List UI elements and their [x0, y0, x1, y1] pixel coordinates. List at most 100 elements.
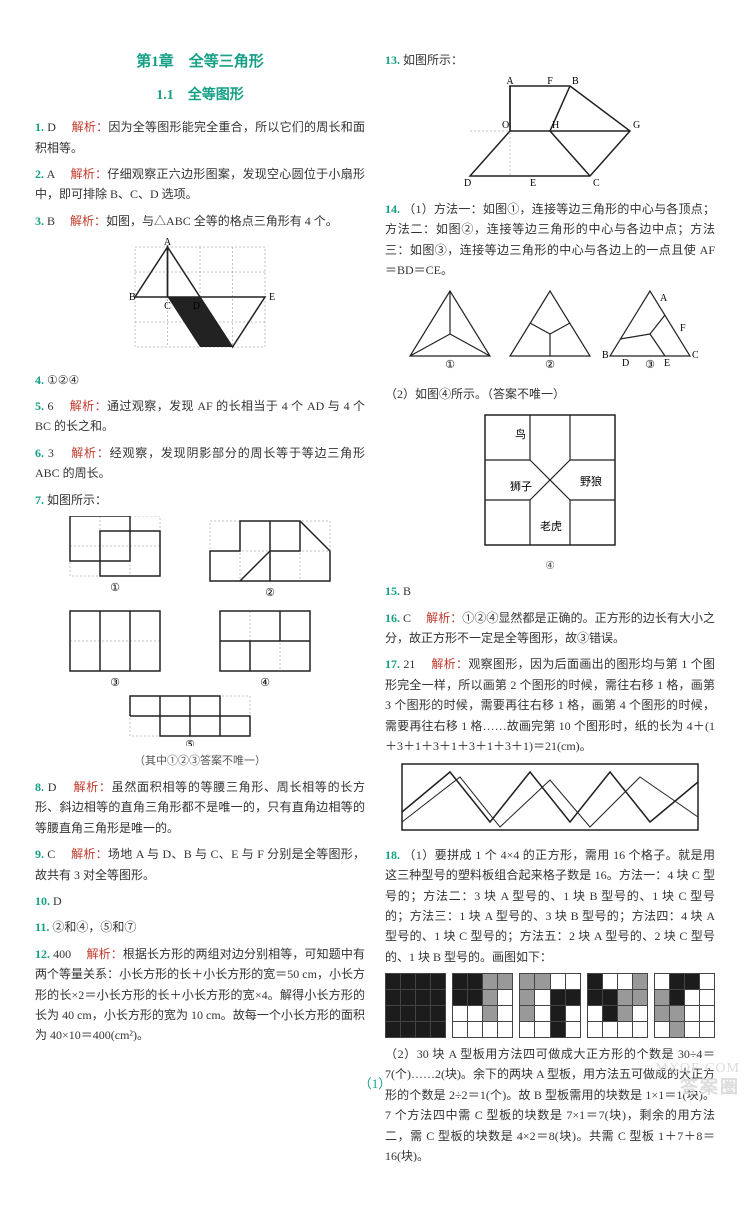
svg-text:A: A: [660, 293, 668, 304]
q1: 1. D 解析：因为全等图形能完全重合，所以它们的周长和面积相等。: [35, 117, 365, 158]
svg-text:②: ②: [545, 359, 555, 371]
q17: 17. 21 解析：观察图形，因为后面画出的图形均与第 1 个图形完全一样，所以…: [385, 654, 715, 756]
label: 解析：: [86, 947, 122, 961]
text: （1）要拼成 1 个 4×4 的正方形，需用 16 个格子。就是用这三种型号的塑…: [385, 848, 715, 964]
text: 如图所示：: [403, 53, 463, 67]
svg-text:⑤: ⑤: [185, 739, 195, 746]
svg-text:G: G: [633, 120, 640, 131]
answer: 6: [47, 399, 53, 413]
q3: 3. B 解析：如图，与△ABC 全等的格点三角形有 4 个。: [35, 211, 365, 231]
svg-text:E: E: [269, 292, 275, 303]
label: 解析：: [70, 214, 106, 228]
answer: ②和④，⑤和⑦: [52, 920, 136, 934]
watermark-main: 答案圈: [680, 1072, 740, 1103]
svg-text:F: F: [680, 323, 686, 334]
q10: 10. D: [35, 891, 365, 911]
text: 观察图形，因为后面画出的图形均与第 1 个图形完全一样，所以画第 2 个图形的时…: [385, 657, 715, 753]
q8: 8. D 解析：虽然面积相等的等腰三角形、周长相等的长方形、斜边相等的直角三角形…: [35, 777, 365, 838]
q7-figures: ① ② ③: [35, 516, 365, 771]
svg-text:狮子: 狮子: [510, 480, 532, 493]
q11: 11. ②和④，⑤和⑦: [35, 917, 365, 937]
svg-text:③: ③: [645, 359, 655, 371]
label: 解析：: [71, 167, 108, 181]
q2: 2. A 解析：仔细观察正六边形图案，发现空心圆位于小扇形中，即可排除 B、C、…: [35, 164, 365, 205]
qnum: 4.: [35, 373, 44, 387]
answer: 400: [53, 947, 71, 961]
svg-text:④: ④: [260, 677, 270, 689]
q14-triangles: ① ② AF BD CE ③: [385, 286, 715, 377]
svg-text:H: H: [552, 120, 559, 131]
answer: D: [53, 894, 62, 908]
qnum: 6.: [35, 446, 44, 460]
q18: 18. （1）要拼成 1 个 4×4 的正方形，需用 16 个格子。就是用这三种…: [385, 845, 715, 967]
answer: A: [47, 167, 55, 181]
q13-figure: A F B G O H C D E: [385, 76, 715, 192]
svg-text:老虎: 老虎: [540, 520, 562, 533]
q14-fig4: 鸟 狮子 野狼 老虎 ④: [385, 410, 715, 575]
text: （2）如图④所示。（答案不唯一）: [385, 387, 565, 401]
qnum: 11.: [35, 920, 49, 934]
qnum: 17.: [385, 657, 400, 671]
qnum: 13.: [385, 53, 400, 67]
q15: 15. B: [385, 581, 715, 601]
answer: ①②④: [47, 373, 79, 387]
svg-text:野狼: 野狼: [580, 474, 602, 488]
svg-text:D: D: [622, 358, 629, 369]
page-number: （1）: [0, 1073, 750, 1095]
fig-label: ④: [385, 557, 715, 576]
svg-text:D: D: [193, 301, 200, 312]
label: 解析：: [426, 611, 462, 625]
q4: 4. ①②④: [35, 370, 365, 390]
svg-text:E: E: [530, 178, 536, 186]
svg-text:D: D: [464, 178, 471, 186]
svg-text:F: F: [547, 76, 553, 87]
qnum: 12.: [35, 947, 50, 961]
q14: 14. （1）方法一：如图①，连接等边三角形的中心与各顶点；方法二：如图②，连接…: [385, 199, 715, 281]
svg-text:B: B: [572, 76, 579, 87]
svg-text:A: A: [506, 76, 514, 87]
label: 解析：: [71, 446, 109, 460]
qnum: 1.: [35, 120, 44, 134]
qnum: 18.: [385, 848, 400, 862]
qnum: 2.: [35, 167, 44, 181]
svg-text:C: C: [692, 350, 699, 361]
left-column: 第1章 全等三角形 1.1 全等图形 1. D 解析：因为全等图形能完全重合，所…: [35, 50, 365, 1172]
qnum: 15.: [385, 584, 400, 598]
q12: 12. 400 解析：根据长方形的两组对边分别相等，可知题中有两个等量关系：小长…: [35, 944, 365, 1046]
qnum: 9.: [35, 847, 44, 861]
label: 解析：: [74, 780, 112, 794]
svg-text:O: O: [502, 120, 509, 131]
chapter-title: 第1章 全等三角形: [35, 50, 365, 76]
svg-text:C: C: [593, 178, 600, 186]
q14b: （2）如图④所示。（答案不唯一）: [385, 384, 715, 404]
text: 如图，与△ABC 全等的格点三角形有 4 个。: [106, 214, 338, 228]
qnum: 14.: [385, 202, 400, 216]
text: 如图所示：: [47, 493, 107, 507]
svg-text:A: A: [164, 237, 172, 248]
qnum: 7.: [35, 493, 44, 507]
answer: C: [47, 847, 55, 861]
q17-figure: [385, 762, 715, 838]
section-title: 1.1 全等图形: [35, 84, 365, 108]
q18-grids: [385, 973, 715, 1038]
answer: B: [403, 584, 411, 598]
svg-text:①: ①: [110, 582, 120, 594]
answer: C: [403, 611, 411, 625]
answer: 21: [403, 657, 415, 671]
answer: 3: [48, 446, 54, 460]
answer: D: [47, 120, 56, 134]
svg-text:鸟: 鸟: [515, 427, 526, 441]
answer: B: [47, 214, 55, 228]
svg-text:B: B: [129, 292, 136, 303]
answer: D: [48, 780, 57, 794]
qnum: 5.: [35, 399, 44, 413]
label: 解析：: [71, 847, 108, 861]
svg-text:②: ②: [265, 587, 275, 599]
text: （1）方法一：如图①，连接等边三角形的中心与各顶点；方法二：如图②，连接等边三角…: [385, 202, 715, 277]
text: 根据长方形的两组对边分别相等，可知题中有两个等量关系：小长方形的长＋小长方形的宽…: [35, 947, 365, 1043]
q9: 9. C 解析：场地 A 与 D、B 与 C、E 与 F 分别是全等图形，故共有…: [35, 844, 365, 885]
label: 解析：: [70, 399, 107, 413]
q16: 16. C 解析：①②④显然都是正确的。正方形的边长有大小之分，故正方形不一定是…: [385, 608, 715, 649]
qnum: 10.: [35, 894, 50, 908]
q13: 13. 如图所示：: [385, 50, 715, 70]
